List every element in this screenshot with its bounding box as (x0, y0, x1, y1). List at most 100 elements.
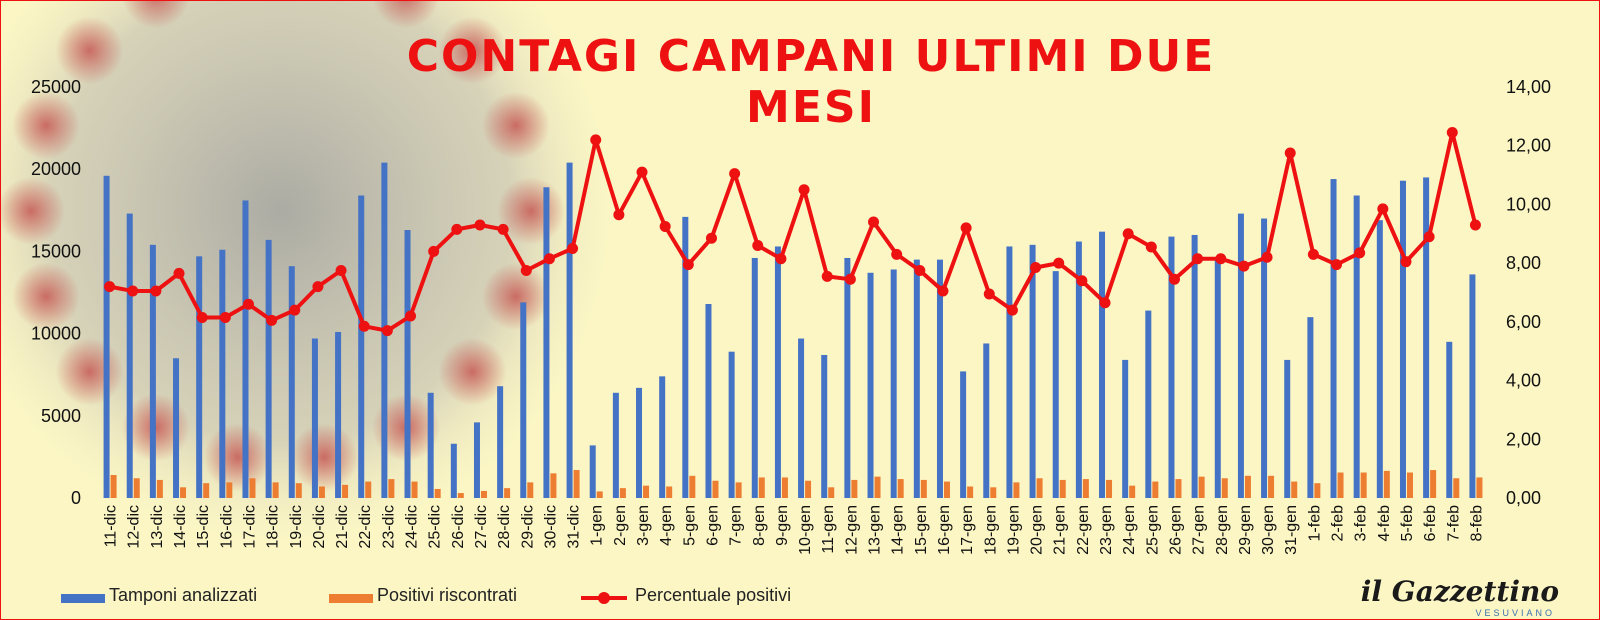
x-tick-label: 22-dic (357, 505, 374, 549)
x-tick-label: 16-gen (936, 505, 953, 555)
point-percentuale (1354, 247, 1366, 259)
y-right-tick-label: 4,00 (1506, 371, 1541, 391)
bar-tamponi (473, 422, 480, 498)
bar-positivi (666, 486, 673, 498)
y-right-tick-label: 10,00 (1506, 194, 1551, 214)
x-tick-label: 27-gen (1191, 505, 1208, 555)
x-tick-label: 25-gen (1144, 505, 1161, 555)
x-tick-label: 7-feb (1445, 505, 1462, 542)
bar-tamponi (404, 230, 411, 498)
virus-spike (481, 262, 550, 331)
x-tick-label: 23-dic (380, 505, 397, 549)
x-tick-label: 7-gen (728, 505, 745, 546)
chart-title: CONTAGI CAMPANI ULTIMI DUE MESI (406, 31, 1216, 133)
bar-positivi (1244, 475, 1251, 498)
bar-tamponi (1261, 218, 1268, 498)
x-tick-label: 15-dic (195, 505, 212, 549)
virus-spike (438, 337, 507, 406)
bar-tamponi (1353, 195, 1360, 498)
point-percentuale (960, 222, 972, 234)
x-tick-label: 21-gen (1052, 505, 1069, 555)
x-tick-label: 14-dic (172, 505, 189, 549)
bar-tamponi (659, 376, 666, 498)
bar-tamponi (1469, 274, 1476, 498)
point-percentuale (1284, 147, 1296, 159)
logo-name: il Gazzettino (1360, 575, 1559, 608)
bar-positivi (550, 473, 557, 498)
bar-positivi (133, 478, 140, 498)
x-tick-label: 12-gen (843, 505, 860, 555)
point-percentuale (1261, 251, 1273, 263)
bar-tamponi (960, 371, 967, 498)
x-tick-label: 30-gen (1260, 505, 1277, 555)
bar-tamponi (219, 249, 226, 498)
bar-positivi (828, 487, 835, 498)
point-percentuale (543, 253, 555, 265)
x-tick-label: 1-feb (1306, 505, 1323, 542)
bar-tamponi (335, 331, 342, 498)
point-percentuale (798, 184, 810, 196)
legend-swatch-percentuale (581, 592, 627, 604)
point-percentuale (659, 220, 671, 232)
bar-tamponi (311, 338, 318, 498)
x-tick-label: 29-dic (519, 505, 536, 549)
point-percentuale (1469, 219, 1481, 231)
x-tick-label: 12-dic (126, 505, 143, 549)
bar-positivi (180, 487, 187, 498)
y-left-tick-label: 5000 (41, 406, 81, 426)
virus-spike (1, 177, 65, 245)
legend-label-positivi: Positivi riscontrati (377, 585, 518, 605)
bar-positivi (1291, 481, 1298, 498)
bar-positivi (689, 475, 696, 498)
point-percentuale (1423, 231, 1435, 243)
x-tick-label: 30-dic (542, 505, 559, 549)
x-tick-label: 24-gen (1121, 505, 1138, 555)
bar-positivi (967, 486, 974, 498)
point-percentuale (1053, 257, 1065, 269)
bar-tamponi (265, 239, 272, 498)
point-percentuale (891, 248, 903, 260)
bar-tamponi (1122, 359, 1129, 498)
x-tick-label: 10-gen (797, 505, 814, 555)
bar-positivi (480, 490, 487, 498)
point-percentuale (752, 240, 764, 252)
x-tick-label: 6-feb (1422, 505, 1439, 542)
point-percentuale (1006, 304, 1018, 316)
x-tick-label: 2-gen (612, 505, 629, 546)
virus-spike (438, 16, 507, 85)
point-percentuale (821, 270, 833, 282)
point-percentuale (358, 320, 370, 332)
point-percentuale (729, 168, 741, 180)
bar-positivi (735, 482, 742, 498)
bar-positivi (249, 478, 256, 498)
bar-positivi (1360, 472, 1367, 498)
point-percentuale (914, 264, 926, 276)
point-percentuale (266, 314, 278, 326)
y-right-tick-label: 0,00 (1506, 488, 1541, 508)
x-tick-label: 1-gen (589, 505, 606, 546)
point-percentuale (590, 134, 602, 146)
bar-tamponi (821, 354, 828, 498)
point-percentuale (1168, 273, 1180, 285)
bar-positivi (1106, 479, 1113, 498)
x-tick-label: 29-gen (1237, 505, 1254, 555)
bar-tamponi (890, 269, 897, 498)
x-tick-label: 17-dic (241, 505, 258, 549)
bar-positivi (874, 476, 881, 498)
x-tick-label: 20-gen (1029, 505, 1046, 555)
point-percentuale (937, 285, 949, 297)
y-left-tick-label: 10000 (31, 324, 81, 344)
y-left-tick-label: 20000 (31, 159, 81, 179)
point-percentuale (983, 288, 995, 300)
bar-positivi (897, 479, 904, 498)
point-percentuale (104, 281, 116, 293)
bar-tamponi (1446, 341, 1453, 498)
point-percentuale (196, 311, 208, 323)
bar-positivi (712, 480, 719, 498)
bar-positivi (226, 482, 233, 498)
point-percentuale (1215, 253, 1227, 265)
bar-positivi (573, 470, 580, 498)
bar-positivi (596, 491, 603, 498)
bar-tamponi (751, 257, 758, 498)
bar-positivi (1198, 476, 1205, 498)
